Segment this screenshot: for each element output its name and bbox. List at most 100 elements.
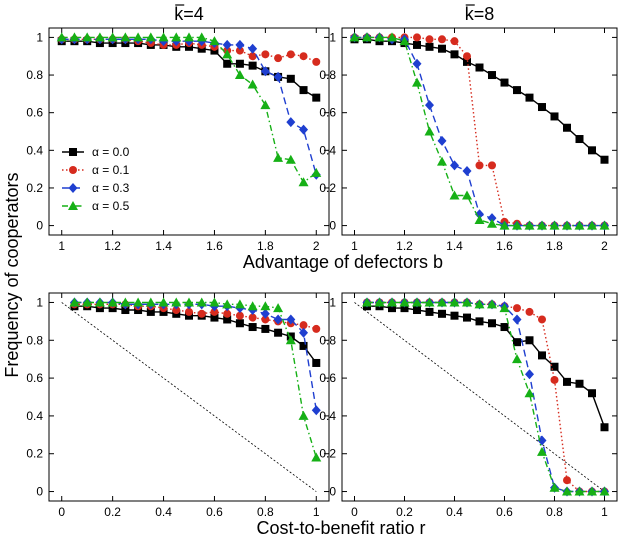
data-point [513, 86, 521, 95]
x-tick-label: 0.8 [546, 505, 563, 519]
legend-marker [69, 166, 77, 174]
x-tick-label: 2 [601, 239, 608, 253]
y-tick-label: 0.8 [26, 68, 43, 82]
data-point [133, 297, 144, 307]
data-point [286, 117, 296, 128]
data-point [387, 297, 397, 307]
data-point [474, 214, 485, 224]
data-point [499, 303, 510, 313]
data-point [273, 303, 284, 313]
bottom-x-axis-label: Cost-to-benefit ratio r [256, 518, 425, 538]
data-point [599, 220, 610, 230]
data-point [587, 486, 597, 496]
data-point [120, 32, 131, 42]
data-point [248, 61, 257, 70]
data-point [550, 112, 559, 121]
data-point [311, 452, 322, 462]
data-point [425, 42, 434, 51]
data-point [412, 77, 422, 87]
series-line [74, 301, 317, 458]
data-point [69, 297, 80, 307]
data-point [475, 161, 484, 170]
x-tick-label: 0.2 [396, 505, 413, 519]
series-line [367, 301, 605, 493]
data-point [388, 304, 396, 313]
data-point [312, 358, 321, 367]
data-point [563, 123, 571, 132]
data-point [223, 59, 232, 68]
data-point [413, 40, 421, 49]
y-tick-label: 0.4 [319, 143, 336, 157]
data-point [538, 351, 546, 360]
panel-top-left: 1 1.2 1.4 1.6 1.8 200.20.40.60.81k=4α = 0.0α … [26, 4, 330, 253]
data-point [425, 307, 434, 316]
data-point [349, 32, 360, 42]
data-point [107, 297, 118, 307]
data-point [400, 304, 409, 313]
y-tick-label: 0.6 [319, 371, 336, 385]
data-point [412, 297, 422, 307]
x-tick-label: 1.6 [206, 239, 223, 253]
data-point [525, 93, 534, 102]
data-point [286, 50, 295, 59]
panel-top-right: 1 1.2 1.4 1.6 1.8 2 0 0.2 0.4 0.6 0.8 1 k=8 [319, 4, 618, 253]
data-point [120, 297, 131, 307]
x-tick-label: 1.4 [446, 239, 463, 253]
series-line [354, 38, 605, 161]
series-alpha-3 [349, 32, 610, 230]
plot-frame [48, 27, 330, 236]
legend-marker [69, 148, 77, 156]
y-tick-label: 0.8 [319, 333, 336, 347]
data-point [487, 299, 497, 309]
data-point [285, 335, 296, 345]
data-point [437, 135, 447, 146]
x-tick-label: 0.6 [496, 505, 513, 519]
data-point [209, 297, 220, 307]
data-point [512, 314, 522, 325]
y-tick-label: 0.2 [26, 447, 43, 461]
data-point [273, 314, 283, 325]
data-point [311, 405, 321, 416]
data-point [94, 32, 105, 42]
data-point [248, 313, 257, 322]
x-tick-label: 1 [351, 239, 358, 253]
data-point [463, 52, 471, 61]
data-point [487, 213, 497, 224]
series-alpha-3 [56, 32, 322, 187]
series-alpha-0 [350, 35, 609, 164]
x-tick-label: 1.6 [496, 239, 513, 253]
y-tick-label: 1 [329, 295, 336, 309]
data-point [248, 43, 258, 54]
data-point [449, 190, 460, 200]
data-point [248, 323, 257, 332]
data-point [286, 74, 295, 83]
x-tick-label: 1 [313, 505, 320, 519]
data-point [413, 33, 421, 42]
reference-line [354, 302, 605, 492]
series-alpha-3 [362, 297, 610, 496]
data-point [550, 362, 559, 371]
data-point [247, 79, 258, 89]
data-point [56, 32, 67, 42]
data-point [525, 336, 534, 345]
data-point [525, 307, 534, 316]
data-point [574, 220, 585, 230]
x-tick-label: 1.8 [546, 239, 563, 253]
data-point [437, 156, 447, 166]
panel-title: k=4 [174, 4, 204, 24]
data-point [172, 306, 181, 315]
data-point [82, 297, 93, 307]
x-tick-label: 0.8 [257, 505, 274, 519]
data-point [145, 297, 156, 307]
data-point [562, 486, 572, 496]
data-point [450, 160, 459, 171]
legend-marker [68, 183, 78, 193]
top-x-axis-label: Advantage of defectors b [243, 252, 443, 272]
data-point [500, 323, 509, 332]
data-point [261, 324, 270, 333]
data-point [235, 319, 244, 328]
data-point [487, 218, 497, 228]
data-point [107, 32, 118, 42]
